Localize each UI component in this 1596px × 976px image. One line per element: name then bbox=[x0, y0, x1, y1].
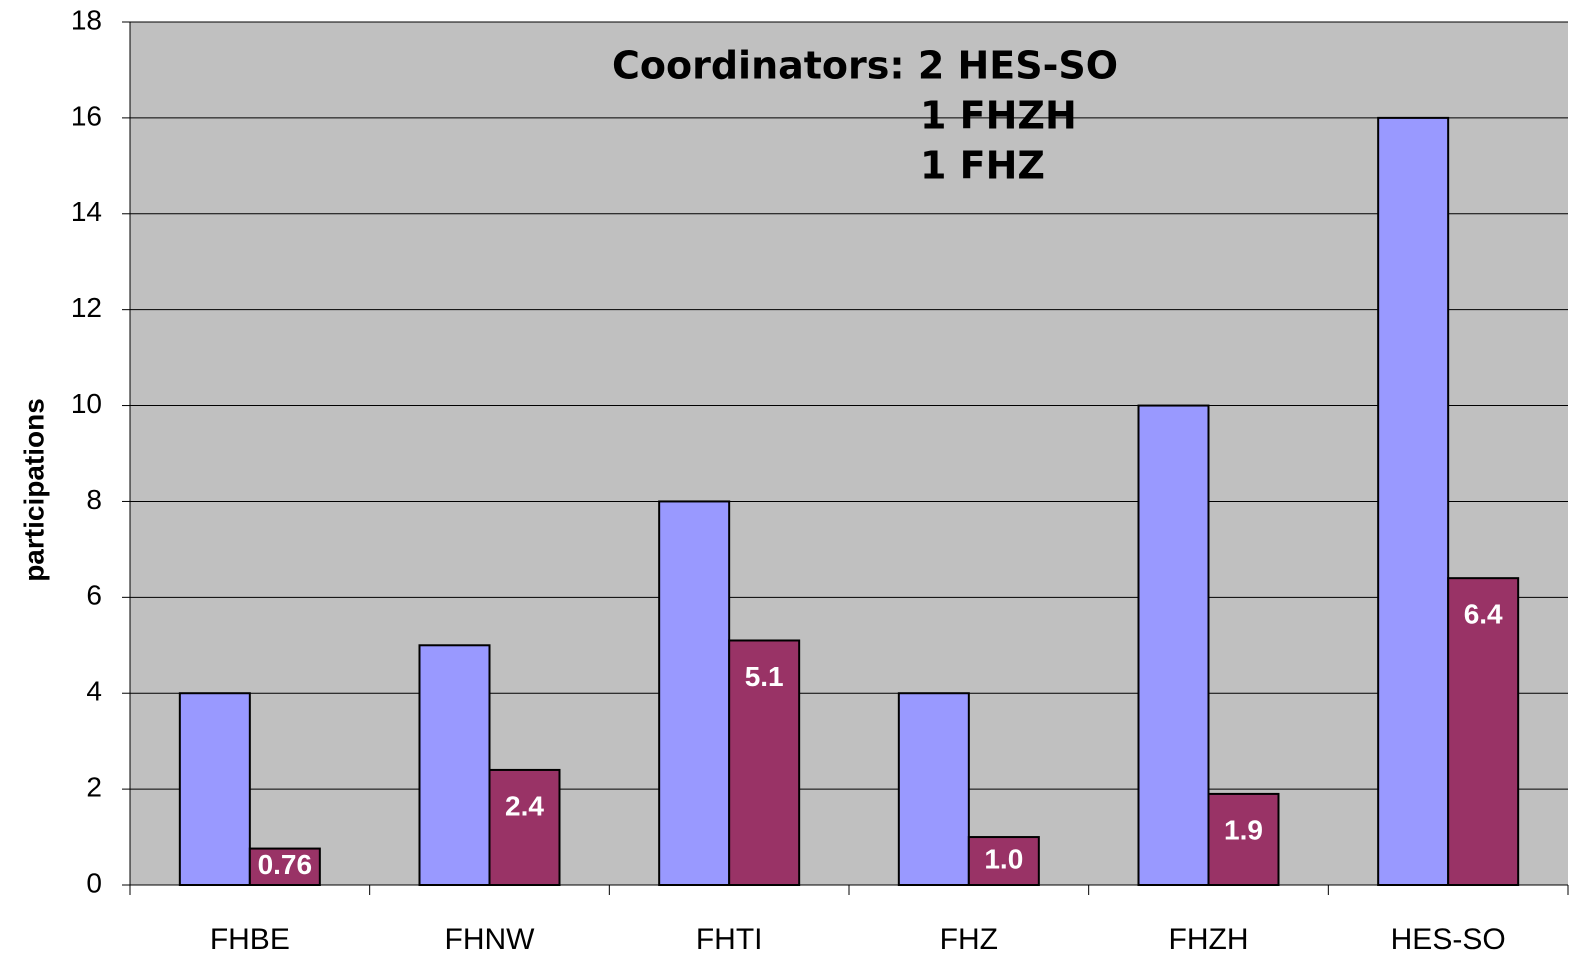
annotation: Coordinators: 2 HES-SO bbox=[612, 44, 1118, 88]
bar bbox=[488, 768, 561, 887]
y-tick-label: 14 bbox=[71, 196, 102, 227]
x-tick-label: FHBE bbox=[210, 923, 290, 956]
bar bbox=[1447, 577, 1520, 887]
x-tick-label: FHNW bbox=[445, 923, 536, 956]
x-tick-label: FHTI bbox=[696, 923, 763, 956]
y-tick-label: 0 bbox=[86, 867, 102, 898]
y-tick-label: 8 bbox=[86, 484, 102, 515]
y-tick-label: 12 bbox=[71, 292, 102, 323]
data-label: 0.76 bbox=[258, 849, 313, 880]
y-tick-label: 16 bbox=[71, 100, 102, 131]
y-tick-label: 18 bbox=[71, 4, 102, 35]
annotation: 1 FHZH bbox=[920, 94, 1077, 138]
plot-area bbox=[130, 22, 1568, 885]
bar bbox=[248, 847, 321, 886]
y-axis-title: participations bbox=[18, 398, 49, 582]
x-tick-label: FHZH bbox=[1169, 923, 1249, 956]
y-tick-label: 6 bbox=[86, 580, 102, 611]
bar bbox=[178, 692, 251, 886]
y-tick-label: 2 bbox=[86, 772, 102, 803]
bar bbox=[418, 644, 491, 886]
bar bbox=[658, 500, 731, 886]
data-label: 5.1 bbox=[745, 661, 784, 692]
data-label: 2.4 bbox=[505, 790, 544, 821]
x-tick-label: HES-SO bbox=[1391, 923, 1506, 956]
bar bbox=[1377, 116, 1450, 886]
y-tick-label: 4 bbox=[86, 676, 102, 707]
y-tick-label: 10 bbox=[71, 388, 102, 419]
x-tick-label: FHZ bbox=[940, 923, 998, 956]
annotation: 1 FHZ bbox=[920, 144, 1045, 188]
data-label: 1.0 bbox=[984, 843, 1023, 874]
bar bbox=[1137, 404, 1210, 886]
bar bbox=[897, 692, 970, 886]
data-label: 6.4 bbox=[1464, 599, 1503, 630]
data-label: 1.9 bbox=[1224, 814, 1263, 845]
